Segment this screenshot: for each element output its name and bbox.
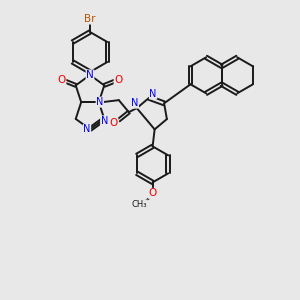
Text: N: N (96, 97, 103, 107)
Text: O: O (110, 118, 118, 128)
Text: Br: Br (84, 14, 96, 24)
Text: O: O (114, 75, 122, 85)
Text: N: N (131, 98, 139, 108)
Text: N: N (86, 70, 94, 80)
Text: N: N (149, 89, 157, 99)
Text: O: O (148, 188, 157, 198)
Text: N: N (83, 124, 91, 134)
Text: O: O (58, 75, 66, 85)
Text: N: N (100, 116, 108, 126)
Text: CH₃: CH₃ (132, 200, 147, 209)
